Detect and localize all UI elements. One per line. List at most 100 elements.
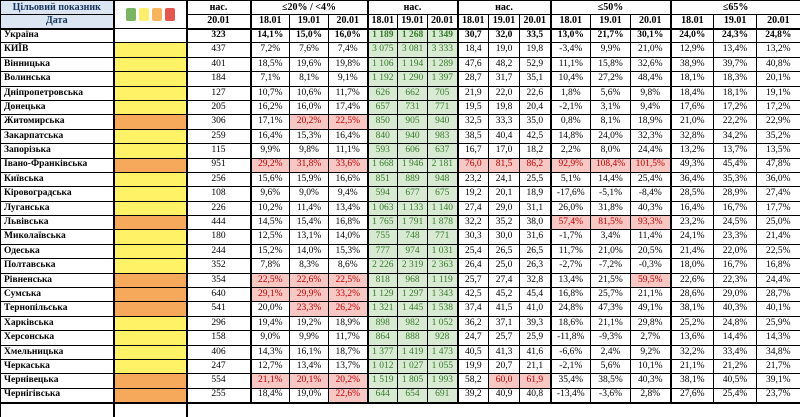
pct65-value: 13,2% [756, 42, 800, 58]
pct20-value: 29,2% [250, 157, 290, 173]
date-col-header: 20.01 [630, 14, 672, 30]
status-indicator-cell [113, 272, 188, 289]
population-2001-value: 640 [186, 287, 252, 303]
nas-rate-value: 22,0 [488, 85, 521, 101]
pct65-value: 39,1% [756, 373, 800, 389]
pct50-value: -2,7% [550, 258, 592, 274]
region-name: Харківська [0, 315, 115, 332]
pct65-value: 22,0% [713, 243, 758, 260]
pct50-value: 21,7% [590, 27, 632, 44]
pct50-value: 47,3% [590, 301, 632, 317]
region-row: Волинська 184 7,1% 8,1% 9,1% 1 192 1 290 1 397 2… [0, 71, 800, 87]
target-indicator-label: Цільовий показник [0, 0, 115, 15]
pct20-value: 9,9% [289, 330, 329, 346]
pct20-value: 21,1% [250, 373, 290, 389]
pct20-value: 11,4% [289, 200, 329, 217]
pct20-value: 15,2% [250, 243, 290, 260]
status-indicator-cell [113, 373, 188, 389]
nas-abs-value: 1 106 [367, 56, 398, 73]
pct20-value: 29,1% [250, 287, 290, 303]
region-name: Україна [0, 27, 115, 44]
pct65-value: 23,3% [713, 229, 758, 245]
nas-rate-value: 19,5 [457, 99, 490, 116]
nas-rate-value: 32,5 [457, 114, 490, 130]
nas-rate-value: 20,7 [488, 358, 521, 375]
group-header-1: ≤20% / <4% [250, 0, 369, 15]
pct65-value: 28,7% [756, 287, 800, 303]
nas-rate-value: 20,4 [519, 99, 552, 116]
pct65-value: 17,2% [756, 99, 800, 116]
pct50-value: 3,4% [590, 229, 632, 245]
nas-abs-value: 1 140 [426, 200, 459, 217]
pct65-value: 20,1% [756, 71, 800, 87]
pct50-value: -0,3% [630, 258, 672, 274]
region-name: Херсонська [0, 330, 115, 346]
pct50-value: 2,7% [630, 330, 672, 346]
pct65-value: 24,4% [756, 272, 800, 289]
pct65-value: 40,5% [713, 373, 758, 389]
nas-rate-value: 33,5 [519, 27, 552, 44]
pct65-value: 24,1% [670, 229, 715, 245]
region-name: Миколаївська [0, 229, 115, 245]
region-row: Київська 256 15,6% 15,9% 16,6% 851 889 948 23,2 2… [0, 171, 800, 188]
nas-abs-value: 1 189 [367, 27, 398, 44]
pct50-value: -2,1% [550, 99, 592, 116]
nas-abs-value: 1 377 [367, 344, 398, 360]
pct20-value: 16,0% [328, 27, 369, 44]
region-row: Україна 323 14,1% 15,0% 16,0% 1 189 1 268 1 349… [0, 27, 800, 44]
pct50-value: 59,5% [630, 272, 672, 289]
pct65-value: 17,7% [756, 200, 800, 217]
population-2001-value: 127 [186, 85, 252, 101]
region-row: Луганська 226 10,2% 11,4% 13,4% 1 063 1 133 1 1… [0, 200, 800, 217]
nas-rate-value: 29,0 [488, 200, 521, 217]
pct65-value: 32,2% [670, 344, 715, 360]
pct50-value: 25,4% [630, 171, 672, 188]
nas-rate-value: 42,5 [457, 287, 490, 303]
pct65-value: 35,3% [713, 171, 758, 188]
pct50-value: 14,8% [550, 128, 592, 145]
pct50-value: 5,6% [590, 358, 632, 375]
pct20-value: 11,7% [328, 85, 369, 101]
nas-abs-value: 3 075 [367, 42, 398, 58]
pct20-value: 19,2% [289, 315, 329, 332]
population-2001-value: 158 [186, 330, 252, 346]
region-row: Чернівецька 554 21,1% 20,1% 20,2% 1 519 1 805 1… [0, 373, 800, 389]
pct20-value: 19,6% [289, 56, 329, 73]
pct20-value: 20,2% [328, 373, 369, 389]
pct50-value: 93,3% [630, 215, 672, 231]
pct65-value: 39,7% [713, 56, 758, 73]
nas-rate-value: 41,5 [488, 301, 521, 317]
pct20-value: 20,0% [250, 301, 290, 317]
pct20-value: 16,4% [250, 128, 290, 145]
pct65-value: 14,3% [756, 330, 800, 346]
pct65-value: 29,0% [713, 287, 758, 303]
region-name: Сумська [0, 287, 115, 303]
population-2001-value: 244 [186, 243, 252, 260]
population-2001-value: 256 [186, 171, 252, 188]
pct65-value: 22,2% [713, 114, 758, 130]
pct20-value: 22,6% [328, 387, 369, 404]
pct20-value: 20,2% [289, 114, 329, 130]
pct20-value: 7,1% [250, 71, 290, 87]
pct50-value: 31,8% [590, 200, 632, 217]
population-2001-value: 108 [186, 186, 252, 202]
pct65-value: 25,4% [713, 387, 758, 404]
pct65-value: 25,0% [756, 215, 800, 231]
pct20-value: 7,8% [250, 258, 290, 274]
pct65-value: 13,5% [756, 143, 800, 159]
pct50-value: 57,4% [550, 215, 592, 231]
population-2001-value: 259 [186, 128, 252, 145]
region-row: Харківська 296 19,4% 19,2% 18,9% 898 982 1 052 3… [0, 315, 800, 332]
region-row: Дніпропетровська 127 10,7% 10,6% 11,7% 626 662… [0, 85, 800, 101]
pct65-value: 22,6% [670, 272, 715, 289]
pct20-value: 8,3% [289, 258, 329, 274]
pct20-value: 9,8% [289, 143, 329, 159]
nas-rate-value: 40,4 [488, 128, 521, 145]
pct50-value: -8,4% [630, 186, 672, 202]
pct65-value: 17,6% [670, 99, 715, 116]
date-col-header: 19.01 [488, 14, 521, 30]
pct20-value: 14,5% [250, 215, 290, 231]
pct50-value: 1,8% [550, 85, 592, 101]
nas-abs-value: 1 993 [426, 373, 459, 389]
population-2001-value: 296 [186, 315, 252, 332]
